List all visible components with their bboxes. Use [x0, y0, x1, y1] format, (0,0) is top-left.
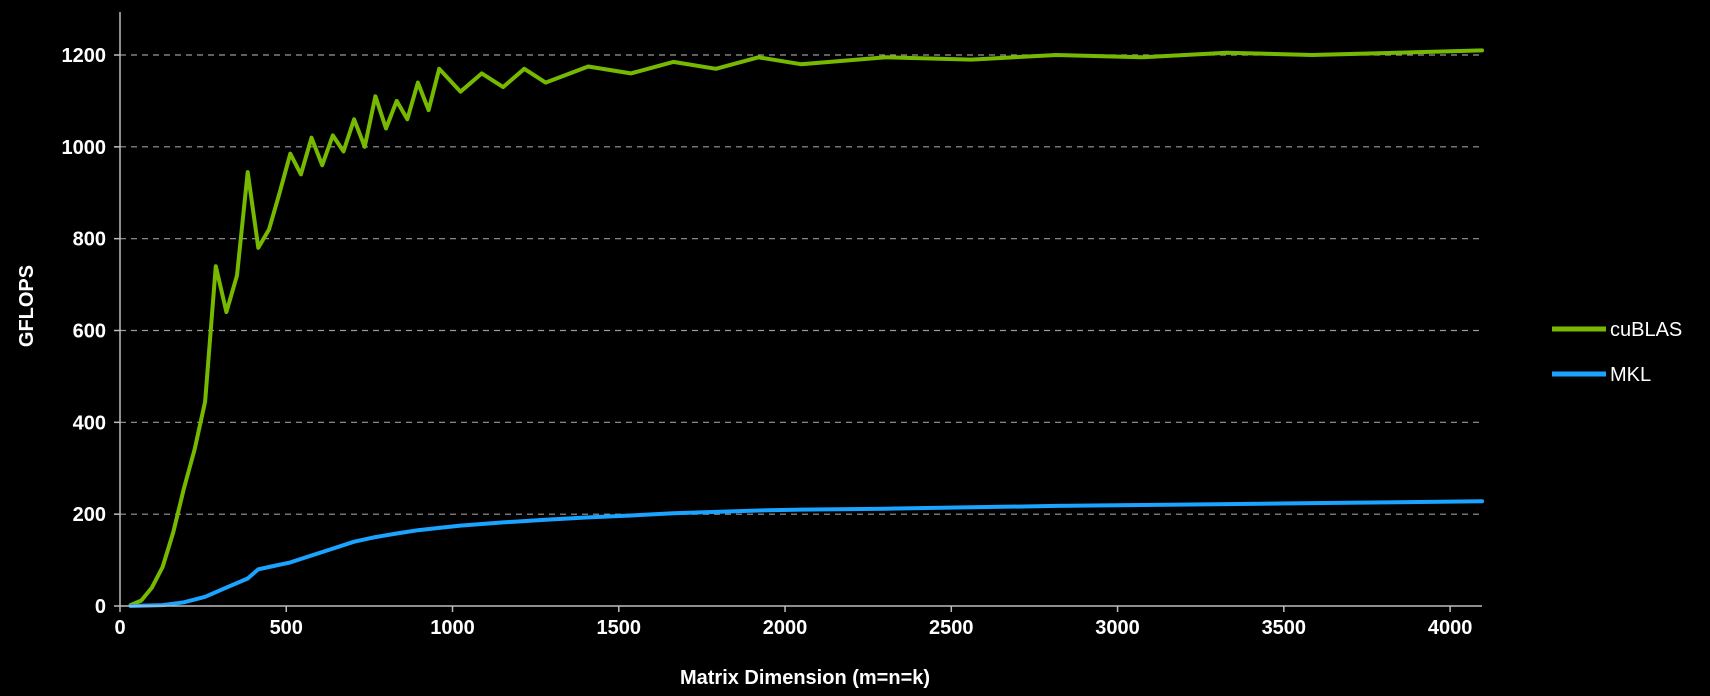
- y-tick-label-200: 200: [73, 504, 106, 526]
- series-layer: [128, 48, 1484, 608]
- x-tick-label-500: 500: [270, 617, 303, 639]
- y-tick-label-1000: 1000: [62, 137, 107, 159]
- x-tick-label-2500: 2500: [929, 617, 974, 639]
- y-axis-title: GFLOPS: [16, 265, 38, 347]
- axis-layer: [114, 12, 1482, 612]
- series-line-cublas: [128, 48, 1484, 608]
- x-tick-label-1500: 1500: [597, 617, 642, 639]
- x-tick-label-4000: 4000: [1428, 617, 1473, 639]
- x-tick-label-0: 0: [114, 617, 125, 639]
- grid-layer: [120, 54, 1482, 515]
- legend-label-mkl: MKL: [1610, 364, 1651, 386]
- x-tick-label-1000: 1000: [430, 617, 475, 639]
- x-tick-label-2000: 2000: [763, 617, 808, 639]
- y-tick-label-400: 400: [73, 412, 106, 434]
- legend: cuBLAS MKL: [1552, 319, 1682, 386]
- y-tick-label-0: 0: [95, 596, 106, 618]
- x-axis-title: Matrix Dimension (m=n=k): [680, 667, 930, 689]
- series-line-mkl: [128, 499, 1484, 608]
- y-tick-label-800: 800: [73, 229, 106, 251]
- legend-label-cublas: cuBLAS: [1610, 319, 1682, 341]
- tick-layer: 0 200 400 600 800 1000 1200 0 500 1000 1500 2000 250…: [62, 45, 1473, 639]
- x-tick-label-3500: 3500: [1262, 617, 1307, 639]
- x-tick-label-3000: 3000: [1095, 617, 1140, 639]
- y-tick-label-1200: 1200: [62, 45, 107, 67]
- y-tick-label-600: 600: [73, 321, 106, 343]
